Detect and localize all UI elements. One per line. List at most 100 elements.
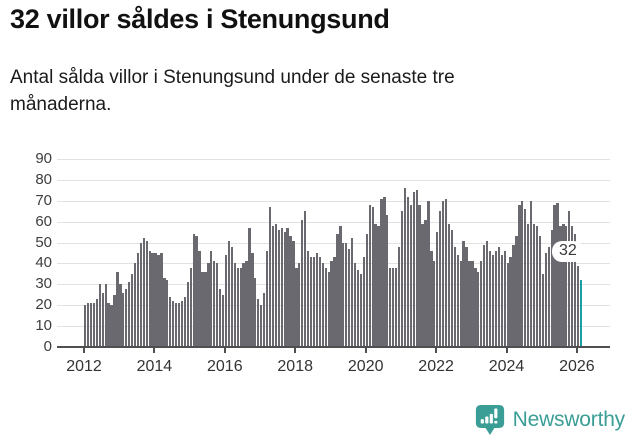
- bar-month: [380, 198, 383, 347]
- bar-month: [95, 299, 99, 347]
- x-axis-tick: [505, 348, 508, 353]
- bar-month: [239, 267, 242, 347]
- bar-month: [292, 240, 295, 347]
- bar-month: [368, 205, 371, 347]
- bar-month: [336, 234, 339, 347]
- bar-month: [301, 219, 304, 347]
- bar-month: [456, 255, 459, 347]
- bar-month: [365, 234, 368, 347]
- bar-month: [395, 267, 398, 347]
- bar-month: [573, 234, 577, 347]
- bar-month: [500, 255, 503, 347]
- gridline: [57, 242, 610, 244]
- bar-month: [433, 261, 436, 347]
- bar-month: [218, 288, 222, 347]
- bar-month: [556, 202, 559, 347]
- bar-month: [532, 223, 536, 347]
- bar-month: [330, 261, 333, 347]
- x-axis-tick: [83, 348, 85, 353]
- y-axis-tick-label: 50: [35, 233, 52, 251]
- x-axis-tick: [223, 348, 226, 353]
- bar-month: [529, 200, 533, 347]
- bar-month: [436, 232, 439, 347]
- bar-month: [210, 250, 213, 347]
- bar-month: [353, 263, 357, 347]
- bar-month: [553, 205, 556, 347]
- bar-month: [180, 301, 184, 347]
- bar-month: [163, 278, 166, 347]
- bar-month: [459, 261, 462, 347]
- newsworthy-logo[interactable]: Newsworthy: [475, 404, 625, 436]
- bar-month: [430, 250, 433, 347]
- bar-month: [136, 253, 140, 347]
- bar-month: [374, 223, 377, 347]
- bar-month: [227, 240, 231, 347]
- y-axis-tick-label: 40: [35, 254, 52, 272]
- bar-month: [254, 278, 257, 347]
- bar-month: [521, 200, 524, 347]
- x-axis-tick-label: 2014: [136, 358, 173, 375]
- bar-month: [371, 207, 374, 347]
- bar-month: [465, 246, 468, 347]
- bar-month: [415, 190, 418, 347]
- y-axis-tick-label: 10: [35, 317, 52, 335]
- bar-month: [283, 232, 286, 347]
- bar-month: [154, 253, 157, 347]
- x-axis-tick: [364, 348, 367, 353]
- bar-month: [166, 280, 169, 347]
- bar-month: [133, 263, 137, 347]
- bar-month: [462, 240, 465, 347]
- bar-month: [350, 238, 354, 347]
- bar-month: [113, 294, 116, 347]
- chart-subtitle: Antal sålda villor i Stenungsund under d…: [10, 67, 455, 115]
- bar-month: [356, 269, 360, 347]
- bar-month: [568, 211, 571, 347]
- bar-month: [312, 257, 316, 347]
- x-axis-tick: [435, 348, 438, 353]
- bar-month: [174, 303, 178, 347]
- bar-month: [172, 301, 175, 347]
- bar-month: [571, 225, 574, 347]
- bar-month: [418, 205, 421, 347]
- bar-month: [122, 292, 125, 347]
- y-axis-tick-label: 90: [35, 150, 52, 167]
- bar-month: [86, 303, 90, 347]
- bar-month: [453, 246, 456, 347]
- bar-month: [576, 265, 580, 347]
- bar-month: [377, 225, 380, 347]
- bar-month: [145, 240, 148, 347]
- x-axis-line: [57, 346, 610, 348]
- bar-month: [386, 215, 389, 347]
- bar-month: [485, 240, 489, 347]
- bar-month: [474, 267, 477, 347]
- bar-month: [427, 200, 430, 347]
- x-axis-tick-label: 2022: [418, 358, 454, 375]
- bar-month: [327, 271, 330, 347]
- bar-month: [245, 261, 248, 347]
- bar-month: [101, 292, 104, 347]
- bar-month: [345, 242, 348, 347]
- bar-month: [491, 255, 495, 347]
- bar-month: [565, 225, 568, 347]
- bar-month: [260, 305, 263, 347]
- bar-month: [424, 219, 427, 347]
- bar-month: [251, 253, 254, 347]
- bar-month: [315, 253, 319, 347]
- latest-value-label: 32: [552, 241, 584, 262]
- bar-month: [221, 294, 225, 347]
- bar-month: [518, 205, 521, 347]
- bar-month: [389, 267, 392, 347]
- bar-month: [362, 257, 366, 347]
- bar-month: [515, 236, 518, 347]
- bar-month: [497, 246, 500, 347]
- bar-month: [471, 261, 474, 347]
- bar-month: [130, 273, 134, 347]
- newsworthy-logo-icon: [475, 405, 504, 435]
- bar-month: [392, 267, 395, 347]
- bar-month: [128, 282, 131, 347]
- bar-month: [524, 209, 527, 347]
- bar-month: [84, 305, 87, 347]
